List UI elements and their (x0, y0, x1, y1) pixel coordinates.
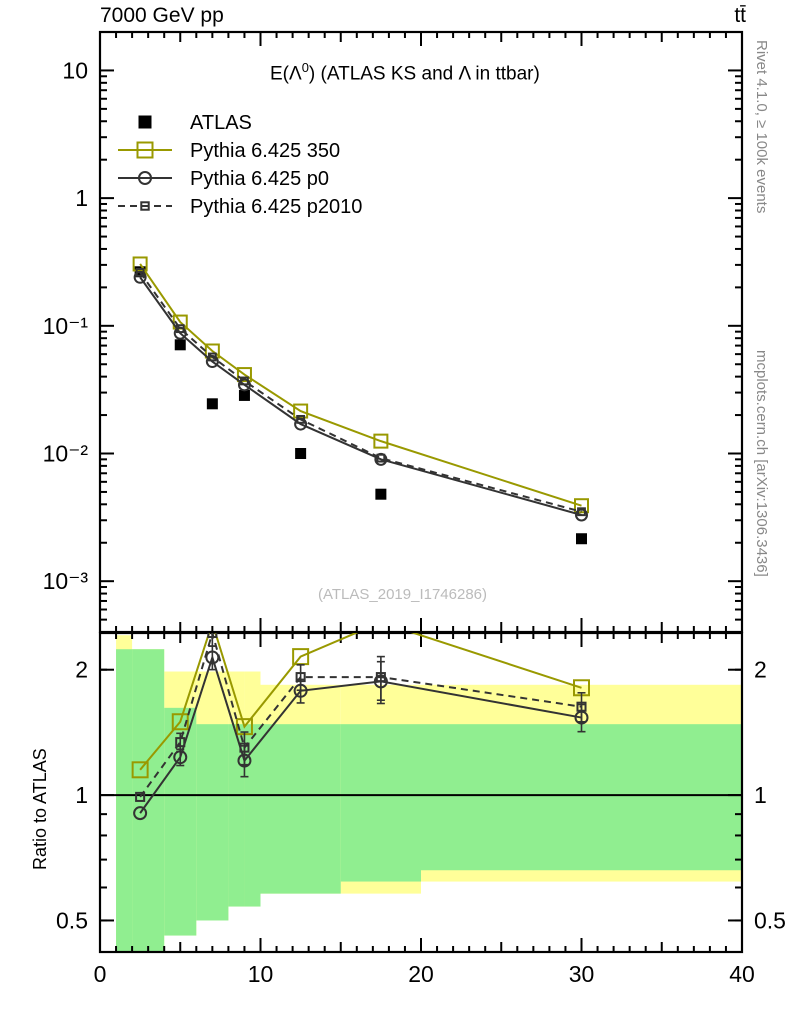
marker-open-square (373, 433, 389, 449)
marker-open-square-small (376, 453, 386, 463)
marker-open-square-small (207, 633, 218, 639)
marker-open-square-small (577, 507, 586, 517)
marker-filled-square (576, 533, 587, 545)
x-tick-label: 20 (408, 961, 434, 987)
marker-open-square (373, 615, 388, 630)
legend-label: Pythia 6.425 p0 (190, 168, 329, 190)
ratio-panel-frame (98, 631, 744, 954)
marker-filled-square (375, 488, 387, 500)
main-y-tick-label: 10⁻³ (43, 568, 89, 594)
marker-open-square (574, 498, 589, 514)
marker-open-square-small (375, 672, 386, 683)
ratio-y-tick-label: 0.5 (56, 907, 88, 933)
beam-energy-label: 7000 GeV pp (100, 4, 224, 27)
process-label: tt̄ (734, 4, 746, 27)
marker-open-circle (133, 806, 148, 821)
series-pythia-6-425-p0 (133, 270, 588, 522)
marker-open-circle (575, 508, 588, 522)
marker-filled-square (138, 115, 152, 129)
series-pythia-6-425-350 (132, 256, 589, 514)
marker-open-circle (138, 171, 152, 185)
x-tick-label: 30 (569, 961, 595, 987)
marker-open-square-small (240, 376, 249, 386)
ratio-panel-series (131, 615, 590, 821)
legend: ATLAS Pythia 6.425 350 Pythia 6.425 p0 Pyth… (118, 112, 362, 218)
ratio-y-tick-label: 1 (75, 782, 88, 808)
marker-open-square (171, 713, 189, 731)
marker-filled-square (295, 448, 307, 460)
main-y-tick-label: 10 (62, 57, 88, 83)
band-green (196, 724, 229, 921)
series-pythia-6-425-p2010 (135, 267, 586, 517)
band-green (116, 649, 133, 952)
marker-open-square (293, 403, 309, 419)
marker-open-square-small (296, 414, 306, 424)
ratio-y-tick-label-right: 0.5 (754, 907, 786, 933)
band-green (244, 724, 261, 907)
x-tick-label: 0 (94, 961, 107, 987)
uncertainty-bands (116, 635, 742, 952)
band-green (340, 724, 421, 882)
x-tick-label: 40 (729, 961, 755, 987)
marker-open-square (136, 141, 154, 159)
marker-filled-square (174, 339, 186, 351)
legend-label: Pythia 6.425 p2010 (190, 196, 362, 218)
marker-filled-square (238, 389, 250, 401)
marker-open-square (131, 761, 149, 779)
band-green (260, 724, 341, 894)
axis-tick-labels: 10 1 10⁻¹ 10⁻² 10⁻³ 2 2 1 1 0.5 0.5 0 10 20 30 40 (43, 57, 786, 987)
band-green (421, 724, 742, 871)
plot-title: E(Λ0) (ATLAS KS and Λ in ttbar) (270, 60, 540, 85)
marker-open-square-small (239, 742, 250, 753)
legend-entry: ATLAS (138, 112, 252, 134)
marker-open-square (236, 367, 252, 383)
dataset-watermark: (ATLAS_2019_I1746286) (318, 586, 488, 603)
legend-label: Pythia 6.425 350 (190, 140, 340, 162)
main-panel-series (132, 256, 589, 545)
marker-open-square (132, 256, 148, 272)
ratio-series-pythia-6-425-p2010 (135, 633, 587, 802)
legend-entry: Pythia 6.425 350 (118, 140, 340, 162)
legend-label: ATLAS (190, 112, 252, 134)
series-atlas (134, 266, 587, 545)
marker-open-square-small (576, 701, 587, 712)
marker-open-circle (133, 270, 147, 284)
marker-open-square-small (135, 267, 145, 277)
legend-entry: Pythia 6.425 p0 (118, 168, 329, 190)
ratio-y-tick-label-right: 2 (754, 657, 767, 683)
ratio-y-tick-label: 2 (75, 657, 88, 683)
marker-open-square-small (135, 791, 146, 802)
main-y-tick-label: 10⁻² (43, 441, 89, 467)
legend-entry: Pythia 6.425 p2010 (118, 196, 362, 218)
marker-open-square-small (175, 324, 185, 334)
marker-open-square-small (295, 672, 306, 683)
marker-filled-square (206, 398, 218, 410)
x-tick-label: 10 (248, 961, 274, 987)
marker-open-square-small (175, 737, 186, 748)
marker-open-square-small (140, 201, 150, 211)
main-y-tick-label: 1 (75, 185, 88, 211)
ratio-y-tick-label-right: 1 (754, 782, 767, 808)
main-y-tick-label: 10⁻¹ (43, 313, 89, 339)
marker-open-square-small (207, 352, 217, 362)
band-green (228, 724, 245, 907)
